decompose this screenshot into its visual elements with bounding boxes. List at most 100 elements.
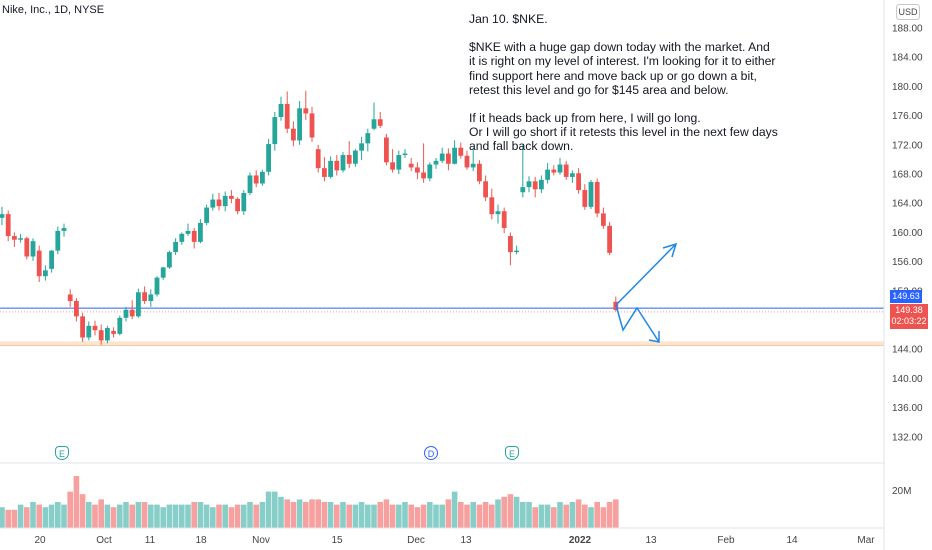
volume-bar bbox=[551, 507, 557, 528]
volume-bar bbox=[141, 502, 148, 528]
candle-body bbox=[489, 197, 495, 215]
candle-body bbox=[30, 241, 36, 257]
volume-bar bbox=[470, 502, 476, 528]
volume-bar bbox=[216, 504, 222, 528]
volume-bar bbox=[352, 504, 359, 528]
time-tick-label: 13 bbox=[645, 535, 657, 546]
candle-body bbox=[303, 108, 309, 114]
candle-body bbox=[191, 230, 197, 242]
candle-body bbox=[297, 108, 302, 141]
volume-bar bbox=[501, 496, 507, 528]
volume-bar bbox=[346, 504, 352, 528]
price-tick-label: 176.00 bbox=[892, 111, 923, 122]
candle-body bbox=[402, 153, 408, 156]
price-tick-label: 140.00 bbox=[892, 374, 923, 385]
candle-body bbox=[80, 316, 85, 338]
candle-body bbox=[433, 160, 439, 165]
candle-body bbox=[229, 195, 234, 199]
candle-body bbox=[173, 241, 178, 253]
candle-body bbox=[576, 173, 581, 191]
volume-bar bbox=[73, 476, 80, 528]
candle-body bbox=[179, 233, 185, 242]
volume-bar bbox=[210, 507, 216, 528]
candle-body bbox=[5, 214, 11, 237]
earnings-event-icon[interactable]: E bbox=[505, 446, 519, 460]
candle-body bbox=[607, 225, 612, 253]
volume-bar bbox=[606, 502, 613, 528]
candle-body bbox=[235, 198, 240, 212]
volume-bar bbox=[296, 499, 303, 528]
last-price-badge: 149.38 02:03:22 bbox=[890, 304, 928, 329]
candle-body bbox=[260, 171, 265, 184]
candle-body bbox=[526, 181, 532, 188]
candle-body bbox=[98, 330, 104, 341]
candle-body bbox=[539, 179, 544, 190]
candle-body bbox=[129, 309, 135, 317]
support-zone-band bbox=[0, 341, 884, 346]
price-tick-label: 188.00 bbox=[892, 24, 923, 35]
candle-body bbox=[563, 164, 569, 177]
down-arrow-head bbox=[648, 331, 660, 343]
volume-bar bbox=[197, 502, 204, 528]
volume-bar bbox=[222, 504, 228, 528]
dividend-event-icon[interactable]: D bbox=[424, 446, 438, 460]
volume-bar bbox=[451, 491, 458, 528]
candle-body bbox=[594, 182, 600, 214]
candle-body bbox=[346, 155, 352, 164]
candle-body bbox=[67, 294, 73, 302]
volume-bar bbox=[98, 499, 104, 528]
volume-bar bbox=[284, 499, 290, 528]
volume-bar bbox=[17, 504, 24, 528]
volume-bar bbox=[30, 502, 36, 528]
candle-body bbox=[334, 160, 340, 171]
candle-body bbox=[0, 214, 5, 218]
candle-body bbox=[501, 211, 507, 229]
candle-body bbox=[36, 250, 42, 277]
time-axis: 20 Oct 11 18 Nov 15 Dec 13 2022 13 Feb 14 Mar bbox=[0, 527, 884, 546]
candle-body bbox=[532, 181, 538, 190]
volume-bar bbox=[36, 504, 42, 528]
price-tick-label: 160.00 bbox=[892, 228, 923, 239]
candle-body bbox=[427, 164, 433, 179]
price-axis: 132.00136.00140.00144.00148.00152.00156.… bbox=[883, 0, 923, 550]
volume-bar bbox=[526, 502, 532, 528]
volume-bar bbox=[110, 507, 117, 528]
currency-button[interactable]: USD bbox=[896, 4, 920, 20]
candle-body bbox=[55, 230, 61, 251]
candle-body bbox=[117, 317, 123, 334]
candle-body bbox=[253, 175, 259, 184]
candle-body bbox=[204, 207, 209, 223]
volume-bar bbox=[154, 504, 160, 528]
volume-bar bbox=[365, 504, 371, 528]
candle-body bbox=[278, 103, 284, 118]
volume-bar bbox=[544, 504, 551, 528]
volume-bar bbox=[290, 502, 297, 528]
volume-bar bbox=[575, 499, 582, 528]
volume-bar bbox=[321, 502, 328, 528]
volume-bar bbox=[303, 502, 309, 528]
volume-bar bbox=[408, 504, 414, 528]
candle-body bbox=[284, 103, 290, 129]
volume-bar bbox=[0, 507, 5, 528]
candle-body bbox=[384, 137, 389, 163]
volume-bar bbox=[228, 507, 235, 528]
volume-bar bbox=[172, 504, 179, 528]
volume-bar bbox=[482, 502, 489, 528]
volume-bar bbox=[185, 504, 191, 528]
candle-body bbox=[520, 187, 526, 193]
price-tick-label: 180.00 bbox=[892, 82, 923, 93]
volume-bar bbox=[538, 504, 545, 528]
volume-bar bbox=[613, 499, 619, 528]
candle-body bbox=[105, 328, 110, 341]
volume-bar bbox=[582, 504, 588, 528]
candle-body bbox=[24, 238, 30, 257]
price-tick-label: 132.00 bbox=[892, 432, 923, 443]
earnings-event-icon[interactable]: E bbox=[55, 446, 69, 460]
volume-bar bbox=[86, 502, 92, 528]
volume-bar bbox=[464, 504, 470, 528]
volume-bar bbox=[402, 502, 408, 528]
time-tick-label: 18 bbox=[195, 535, 207, 546]
volume-bar bbox=[5, 509, 11, 528]
down-arrow-path bbox=[615, 304, 660, 343]
